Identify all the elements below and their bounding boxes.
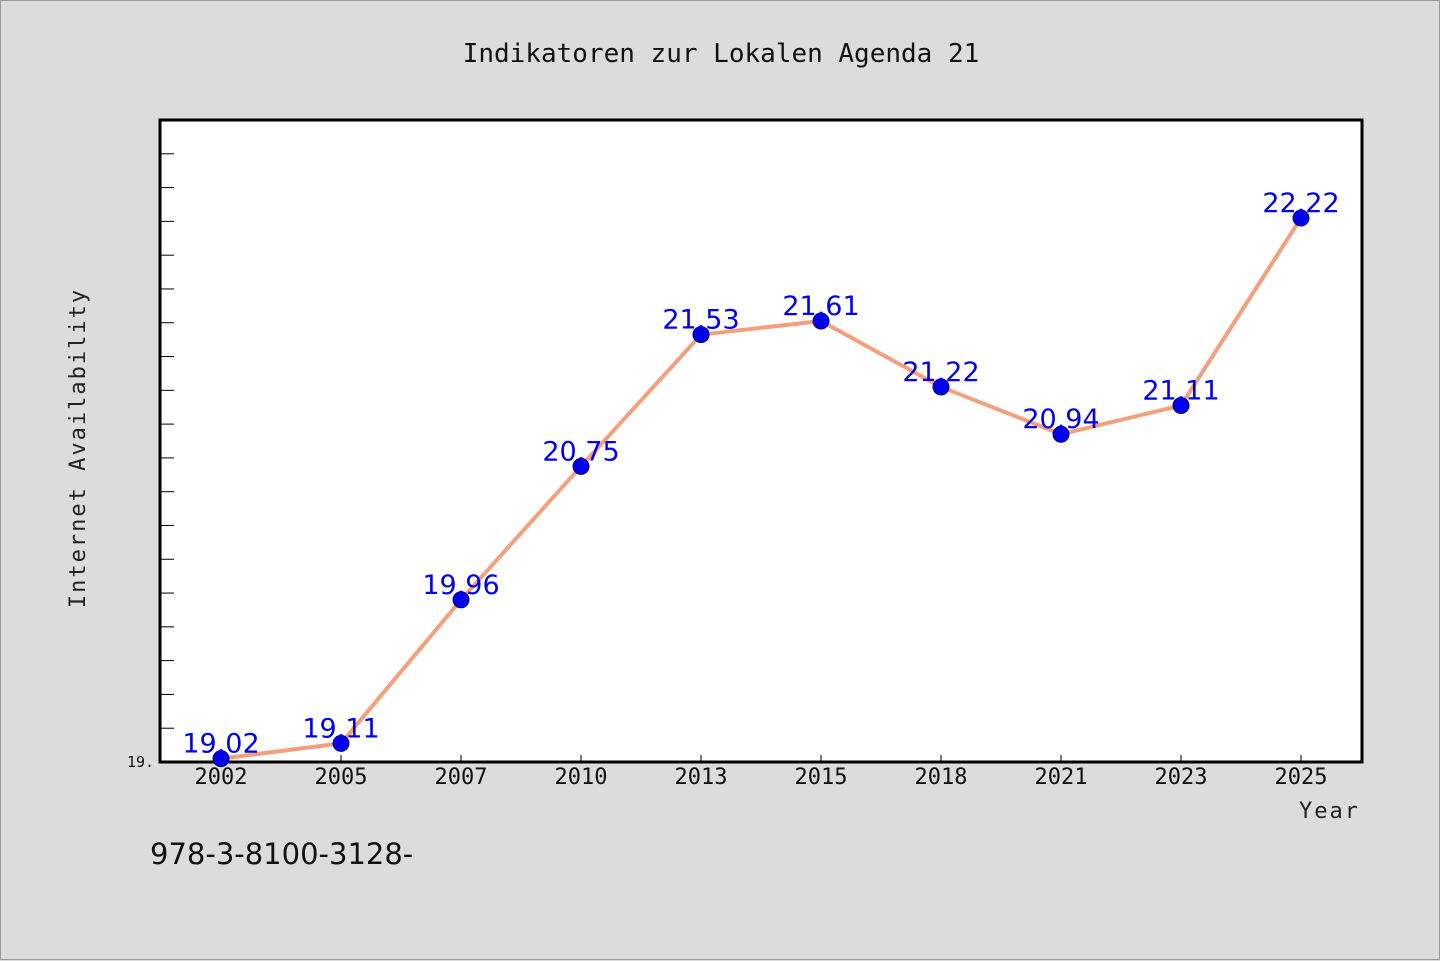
data-point [932, 378, 950, 396]
data-point [1292, 209, 1310, 227]
data-label: 19.02 [182, 729, 259, 760]
series-line [220, 216, 1303, 761]
x-axis-label: Year [1299, 799, 1360, 824]
x-axis-tick-labels: 2002 2005 2007 2010 2013 2015 2018 2021 2023 2025 [195, 765, 1328, 790]
data-point [812, 312, 830, 330]
x-tick-label: 2015 [795, 765, 848, 790]
x-tick-label: 2007 [435, 765, 488, 790]
data-label: 21.11 [1142, 376, 1219, 407]
data-label: 21.22 [902, 357, 979, 388]
y-axis-ticks [160, 153, 174, 729]
x-tick-label: 2021 [1035, 765, 1088, 790]
data-point [452, 591, 470, 609]
data-label: 19.96 [422, 570, 499, 601]
y-tick-label: 19. [127, 753, 154, 771]
data-label: 19.11 [302, 713, 379, 744]
x-tick-label: 2018 [915, 765, 968, 790]
x-tick-label: 2002 [195, 765, 248, 790]
data-label: 20.75 [542, 436, 619, 467]
data-point [572, 457, 590, 475]
series-markers [212, 209, 1310, 768]
plot-area [158, 118, 1364, 764]
data-point [1052, 425, 1070, 443]
footnote: 978-3-8100-3128- [150, 837, 413, 871]
y-axis-label: Internet Availability [66, 288, 91, 608]
x-tick-label: 2010 [555, 765, 608, 790]
x-tick-label: 2013 [675, 765, 728, 790]
data-point [212, 750, 230, 768]
x-tick-label: 2025 [1275, 765, 1328, 790]
x-tick-label: 2005 [315, 765, 368, 790]
data-point [1172, 397, 1190, 415]
data-labels: 19.02 19.11 19.96 20.75 21.53 21.61 21.22 20.94… [182, 188, 1339, 760]
x-tick-label: 2023 [1155, 765, 1208, 790]
data-point [332, 734, 350, 752]
data-label: 22.22 [1262, 188, 1339, 219]
data-label: 20.94 [1022, 404, 1099, 435]
data-label: 21.53 [662, 305, 739, 336]
data-label: 21.61 [782, 291, 859, 322]
data-point [692, 326, 710, 344]
chart-title: Indikatoren zur Lokalen Agenda 21 [463, 39, 980, 69]
